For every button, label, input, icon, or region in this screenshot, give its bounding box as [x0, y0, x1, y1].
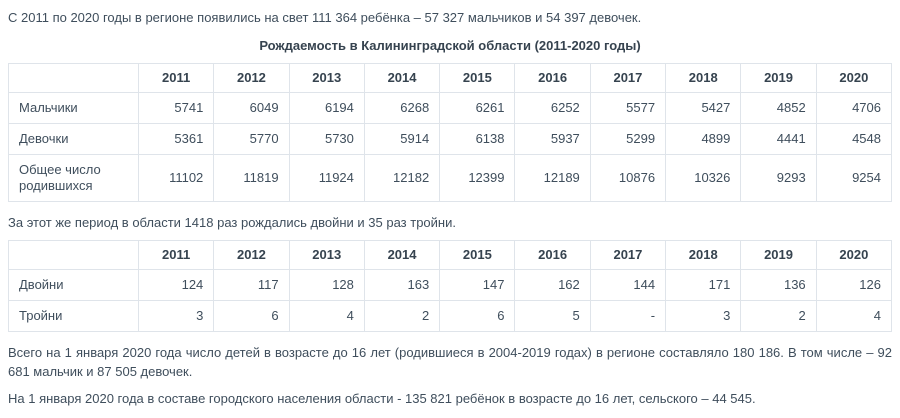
value-cell: 5299	[589, 123, 667, 155]
year-header-cell: 2016	[514, 240, 591, 270]
value-cell: 11102	[137, 154, 215, 202]
row-label-cell: Двойни	[8, 269, 139, 301]
year-header-cell: 2011	[137, 240, 215, 270]
year-header-cell: 2018	[665, 63, 742, 93]
value-cell: 6	[439, 300, 516, 332]
value-cell: 4	[815, 300, 893, 332]
value-cell: 3	[137, 300, 215, 332]
year-header-cell: 2017	[589, 240, 667, 270]
children-total-text: Всего на 1 января 2020 года число детей …	[8, 345, 892, 379]
year-header-cell: 2014	[363, 63, 441, 93]
corner-cell	[8, 63, 139, 93]
value-cell: 12189	[514, 154, 591, 202]
row-label-cell: Тройни	[8, 300, 139, 332]
value-cell: 4899	[665, 123, 742, 155]
value-cell: 147	[439, 269, 516, 301]
year-header-cell: 2015	[439, 240, 516, 270]
year-header-cell: 2014	[363, 240, 441, 270]
value-cell: 5	[514, 300, 591, 332]
value-cell: 6194	[288, 92, 365, 124]
value-cell: -	[589, 300, 667, 332]
value-cell: 2	[363, 300, 441, 332]
value-cell: 171	[665, 269, 742, 301]
value-cell: 6049	[213, 92, 290, 124]
value-cell: 163	[363, 269, 441, 301]
table-row: Общее число родившихся 11102 11819 11924 121…	[8, 154, 893, 202]
year-header-cell: 2013	[288, 63, 365, 93]
year-header-cell: 2018	[665, 240, 742, 270]
year-header-cell: 2019	[740, 63, 817, 93]
header-row: 2011 2012 2013 2014 2015 2016 2017 2018 2019 2020	[8, 63, 893, 93]
value-cell: 5741	[137, 92, 215, 124]
year-header-cell: 2012	[213, 63, 290, 93]
corner-cell	[8, 240, 139, 270]
value-cell: 124	[137, 269, 215, 301]
value-cell: 5577	[589, 92, 667, 124]
value-cell: 117	[213, 269, 290, 301]
year-header-cell: 2020	[815, 63, 893, 93]
value-cell: 10876	[589, 154, 667, 202]
intro-text: С 2011 по 2020 годы в регионе появились …	[8, 10, 642, 25]
year-header-cell: 2019	[740, 240, 817, 270]
row-label-cell: Мальчики	[8, 92, 139, 124]
value-cell: 3	[665, 300, 742, 332]
value-cell: 4548	[815, 123, 893, 155]
year-header-cell: 2015	[439, 63, 516, 93]
year-header-cell: 2020	[815, 240, 893, 270]
value-cell: 144	[589, 269, 667, 301]
value-cell: 10326	[665, 154, 742, 202]
value-cell: 9293	[740, 154, 817, 202]
value-cell: 11924	[288, 154, 365, 202]
multiple-births-table: 2011 2012 2013 2014 2015 2016 2017 2018 2019 2020…	[8, 240, 893, 332]
value-cell: 5730	[288, 123, 365, 155]
value-cell: 4441	[740, 123, 817, 155]
value-cell: 12182	[363, 154, 441, 202]
table-row: Девочки 5361 5770 5730 5914 6138 5937 5299 4899 4…	[8, 123, 893, 155]
value-cell: 6	[213, 300, 290, 332]
value-cell: 6261	[439, 92, 516, 124]
table-row: Тройни 3 6 4 2 6 5-3 2 4	[8, 300, 893, 332]
value-cell: 12399	[439, 154, 516, 202]
multiples-note-text: За этот же период в области 1418 раз рож…	[8, 215, 456, 230]
value-cell: 5914	[363, 123, 441, 155]
value-cell: 128	[288, 269, 365, 301]
value-cell: 4706	[815, 92, 893, 124]
table-title: Рождаемость в Калининградской области (2…	[259, 38, 641, 53]
year-header-cell: 2012	[213, 240, 290, 270]
value-cell: 162	[514, 269, 591, 301]
value-cell: 2	[740, 300, 817, 332]
row-label-cell: Общее число родившихся	[8, 154, 139, 202]
value-cell: 6138	[439, 123, 516, 155]
value-cell: 5361	[137, 123, 215, 155]
value-cell: 136	[740, 269, 817, 301]
value-cell: 4	[288, 300, 365, 332]
table-row: Мальчики 5741 6049 6194 6268 6261 6252 5577 5427…	[8, 92, 893, 124]
value-cell: 9254	[815, 154, 893, 202]
value-cell: 5427	[665, 92, 742, 124]
row-label-cell: Девочки	[8, 123, 139, 155]
value-cell: 6252	[514, 92, 591, 124]
value-cell: 5770	[213, 123, 290, 155]
value-cell: 5937	[514, 123, 591, 155]
header-row: 2011 2012 2013 2014 2015 2016 2017 2018 2019 2020	[8, 240, 893, 270]
value-cell: 6268	[363, 92, 441, 124]
year-header-cell: 2011	[137, 63, 215, 93]
year-header-cell: 2017	[589, 63, 667, 93]
births-table: 2011 2012 2013 2014 2015 2016 2017 2018 2019 2020…	[8, 63, 893, 202]
value-cell: 11819	[213, 154, 290, 202]
urban-rural-text: На 1 января 2020 года в составе городско…	[8, 391, 756, 406]
value-cell: 126	[815, 269, 893, 301]
year-header-cell: 2016	[514, 63, 591, 93]
year-header-cell: 2013	[288, 240, 365, 270]
value-cell: 4852	[740, 92, 817, 124]
table-row: Двойни 124 117 128 163 147 162 144 171 136 126	[8, 269, 893, 301]
